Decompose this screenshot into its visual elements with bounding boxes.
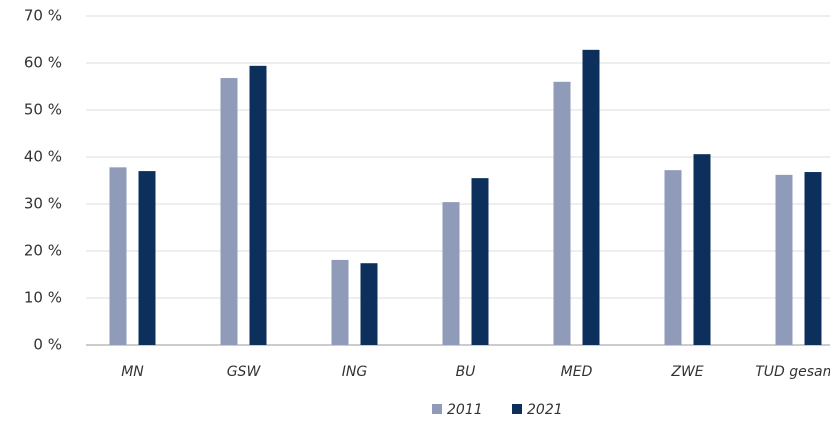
y-tick-label: 0 %: [33, 336, 62, 354]
y-tick-label: 30 %: [24, 195, 62, 213]
x-tick-label: BU: [456, 364, 476, 380]
y-tick-label: 70 %: [24, 7, 62, 25]
bar: [553, 81, 571, 346]
x-tick-label: GSW: [227, 364, 262, 380]
x-tick-label: ING: [342, 364, 368, 380]
x-tick-label: MN: [121, 364, 144, 380]
y-tick-label: 40 %: [24, 148, 62, 166]
legend-label: 2021: [527, 402, 563, 418]
bar: [775, 174, 793, 345]
y-tick-label: 60 %: [24, 54, 62, 72]
y-tick-label: 50 %: [24, 101, 62, 119]
x-tick-label: MED: [561, 364, 593, 380]
bar: [360, 263, 378, 345]
y-tick-label: 20 %: [24, 242, 62, 260]
bar: [331, 259, 349, 345]
y-tick-label: 10 %: [24, 289, 62, 307]
legend-swatch: [512, 404, 522, 414]
bar: [804, 172, 822, 345]
bar: [220, 78, 238, 345]
legend-label: 2011: [447, 402, 483, 418]
bar: [471, 178, 489, 345]
bar: [664, 170, 682, 345]
bar: [249, 65, 267, 345]
x-tick-label: ZWE: [670, 364, 703, 380]
bar: [582, 49, 600, 346]
bar: [138, 171, 156, 345]
legend-swatch: [432, 404, 442, 414]
bar: [693, 154, 711, 345]
bar: [442, 202, 460, 345]
x-tick-label: TUD gesamt: [755, 364, 830, 380]
bar: [109, 167, 127, 345]
